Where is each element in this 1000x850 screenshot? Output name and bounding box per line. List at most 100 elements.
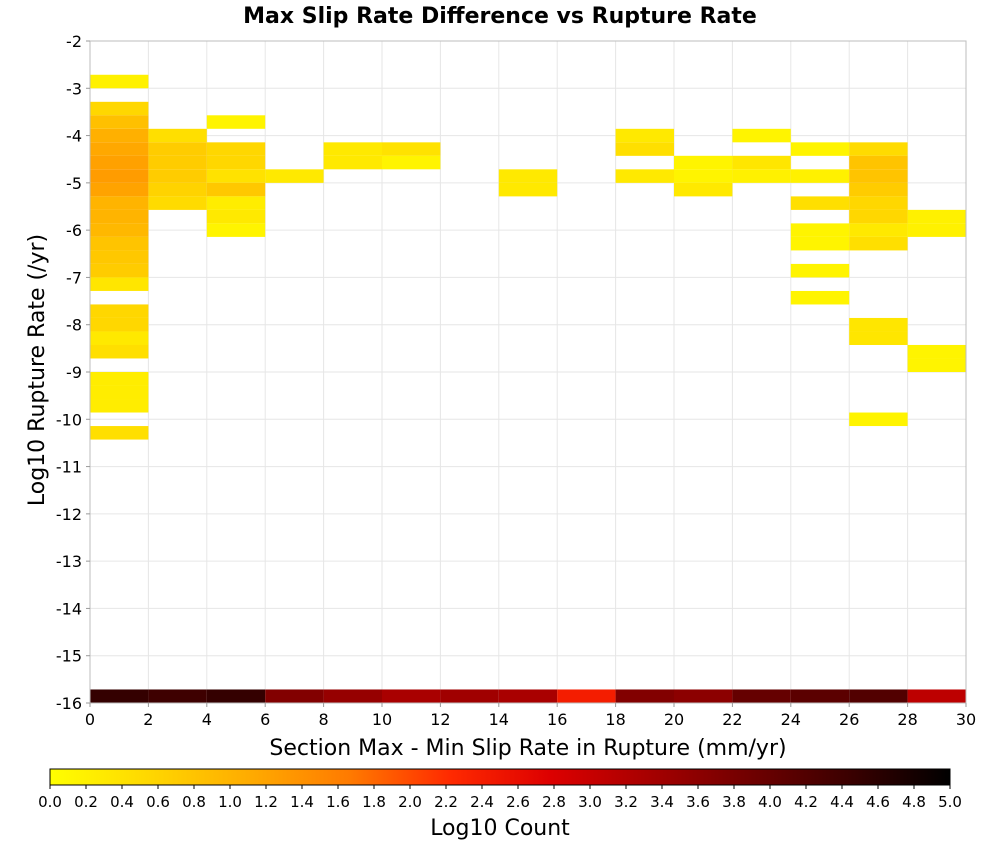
heatmap-cell bbox=[849, 317, 908, 332]
heatmap-cell bbox=[90, 128, 149, 143]
heatmap-cell bbox=[90, 331, 149, 345]
colorbar-tick-label: 4.8 bbox=[902, 793, 926, 811]
x-axis-label: Section Max - Min Slip Rate in Rupture (… bbox=[269, 736, 786, 761]
heatmap-cell bbox=[323, 155, 382, 170]
heatmap-cell bbox=[790, 236, 850, 251]
grid bbox=[89, 40, 967, 704]
heatmap-cell bbox=[674, 169, 733, 183]
x-tick-label: 0 bbox=[85, 710, 95, 729]
x-axis-ticks: 0 2 4 6 8 10 12 14 16 18 20 22 24 26 28 30 bbox=[85, 703, 976, 729]
y-tick-label: -15 bbox=[56, 647, 82, 666]
y-tick-label: -13 bbox=[56, 552, 82, 571]
heatmap-cell bbox=[790, 223, 850, 237]
colorbar-tick-label: 0.6 bbox=[146, 793, 170, 811]
x-tick-label: 26 bbox=[839, 710, 859, 729]
heatmap-cell bbox=[849, 182, 908, 197]
heatmap-cell bbox=[849, 196, 908, 210]
colorbar-tick-label: 0.2 bbox=[74, 793, 98, 811]
y-tick-label: -12 bbox=[56, 505, 82, 524]
heatmap-cell bbox=[849, 236, 908, 251]
heatmap-cell bbox=[849, 223, 908, 237]
heatmap-cell bbox=[90, 74, 149, 89]
heatmap-cell bbox=[90, 344, 149, 359]
heatmap-cell bbox=[907, 689, 966, 703]
x-tick-label: 30 bbox=[956, 710, 976, 729]
x-tick-label: 6 bbox=[260, 710, 270, 729]
colorbar-tick-label: 2.0 bbox=[398, 793, 422, 811]
heatmap-cell bbox=[790, 196, 850, 210]
heatmap-cell bbox=[323, 142, 382, 156]
heatmap-cell bbox=[907, 344, 966, 359]
heatmap-cell bbox=[323, 689, 382, 703]
colorbar-tick-label: 4.4 bbox=[830, 793, 854, 811]
colorbar-tick-label: 3.6 bbox=[686, 793, 710, 811]
heatmap-cell bbox=[615, 689, 674, 703]
heatmap-cell bbox=[148, 142, 207, 156]
heatmap-cell bbox=[440, 689, 499, 703]
heatmap-cell bbox=[615, 128, 674, 143]
x-tick-label: 18 bbox=[605, 710, 625, 729]
heatmap-cell bbox=[674, 689, 733, 703]
colorbar-tick-label: 2.4 bbox=[470, 793, 494, 811]
heatmap-cell bbox=[907, 209, 966, 224]
heatmap-cell bbox=[907, 358, 966, 372]
heatmap-cell bbox=[90, 196, 149, 210]
heatmap-cell bbox=[265, 689, 324, 703]
y-tick-label: -16 bbox=[56, 694, 82, 713]
heatmap-cell bbox=[90, 223, 149, 237]
heatmap-cell bbox=[674, 155, 733, 170]
heatmap-cell bbox=[90, 142, 149, 156]
heatmap-cell bbox=[732, 128, 791, 143]
heatmap-cell bbox=[90, 689, 149, 703]
heatmap-cell bbox=[849, 169, 908, 183]
colorbar-tick-label: 0.8 bbox=[182, 793, 206, 811]
y-tick-label: -2 bbox=[66, 32, 82, 51]
heatmap-cell bbox=[790, 142, 850, 156]
colorbar-tick-label: 0.4 bbox=[110, 793, 134, 811]
heatmap-cell bbox=[498, 169, 558, 183]
y-tick-label: -10 bbox=[56, 410, 82, 429]
heatmap-cell bbox=[90, 169, 149, 183]
heatmap-cell bbox=[849, 209, 908, 224]
heatmap-cell bbox=[90, 399, 149, 413]
heatmap-cell bbox=[206, 169, 266, 183]
heatmap-cell bbox=[732, 155, 791, 170]
colorbar-tick-label: 2.2 bbox=[434, 793, 458, 811]
heatmap-cell bbox=[206, 209, 266, 224]
y-axis-ticks: -2 -3 -4 -5 -6 -7 -8 -9 -10 -11 -12 -13 -14 -15 -16 bbox=[56, 32, 90, 713]
heatmap-cell bbox=[615, 142, 674, 156]
colorbar-tick-label: 3.8 bbox=[722, 793, 746, 811]
heatmap-cell bbox=[557, 689, 616, 703]
heatmap-cell bbox=[382, 155, 441, 170]
heatmap-cell bbox=[148, 128, 207, 143]
x-tick-label: 22 bbox=[722, 710, 742, 729]
colorbar-tick-label: 1.2 bbox=[254, 793, 278, 811]
y-tick-label: -11 bbox=[56, 458, 82, 477]
y-tick-label: -5 bbox=[66, 174, 82, 193]
x-tick-label: 24 bbox=[781, 710, 801, 729]
heatmap-cell bbox=[148, 689, 207, 703]
x-tick-label: 16 bbox=[547, 710, 567, 729]
heatmap-cell bbox=[206, 223, 266, 237]
heatmap-cell bbox=[382, 142, 441, 156]
heatmap-cell bbox=[90, 101, 149, 116]
heatmap-cell bbox=[90, 250, 149, 264]
colorbar: 0.0 0.2 0.4 0.6 0.8 1.0 1.2 1.4 1.6 1.8 2.0 2.2 2.4 2… bbox=[38, 768, 962, 811]
x-tick-label: 20 bbox=[664, 710, 684, 729]
heatmap-cell bbox=[148, 169, 207, 183]
heatmap-cell bbox=[90, 236, 149, 251]
x-tick-label: 10 bbox=[372, 710, 392, 729]
heatmap-cell bbox=[90, 426, 149, 440]
colorbar-tick-label: 2.8 bbox=[542, 793, 566, 811]
x-tick-label: 12 bbox=[430, 710, 450, 729]
heatmap-cell bbox=[790, 689, 850, 703]
y-tick-label: -9 bbox=[66, 363, 82, 382]
x-tick-label: 2 bbox=[143, 710, 153, 729]
heatmap-cell bbox=[849, 155, 908, 170]
colorbar-tick-label: 3.2 bbox=[614, 793, 638, 811]
x-tick-label: 8 bbox=[319, 710, 329, 729]
y-tick-label: -7 bbox=[66, 268, 82, 287]
colorbar-tick-label: 1.4 bbox=[290, 793, 314, 811]
heatmap-cell bbox=[907, 223, 966, 237]
colorbar-tick-label: 4.6 bbox=[866, 793, 890, 811]
